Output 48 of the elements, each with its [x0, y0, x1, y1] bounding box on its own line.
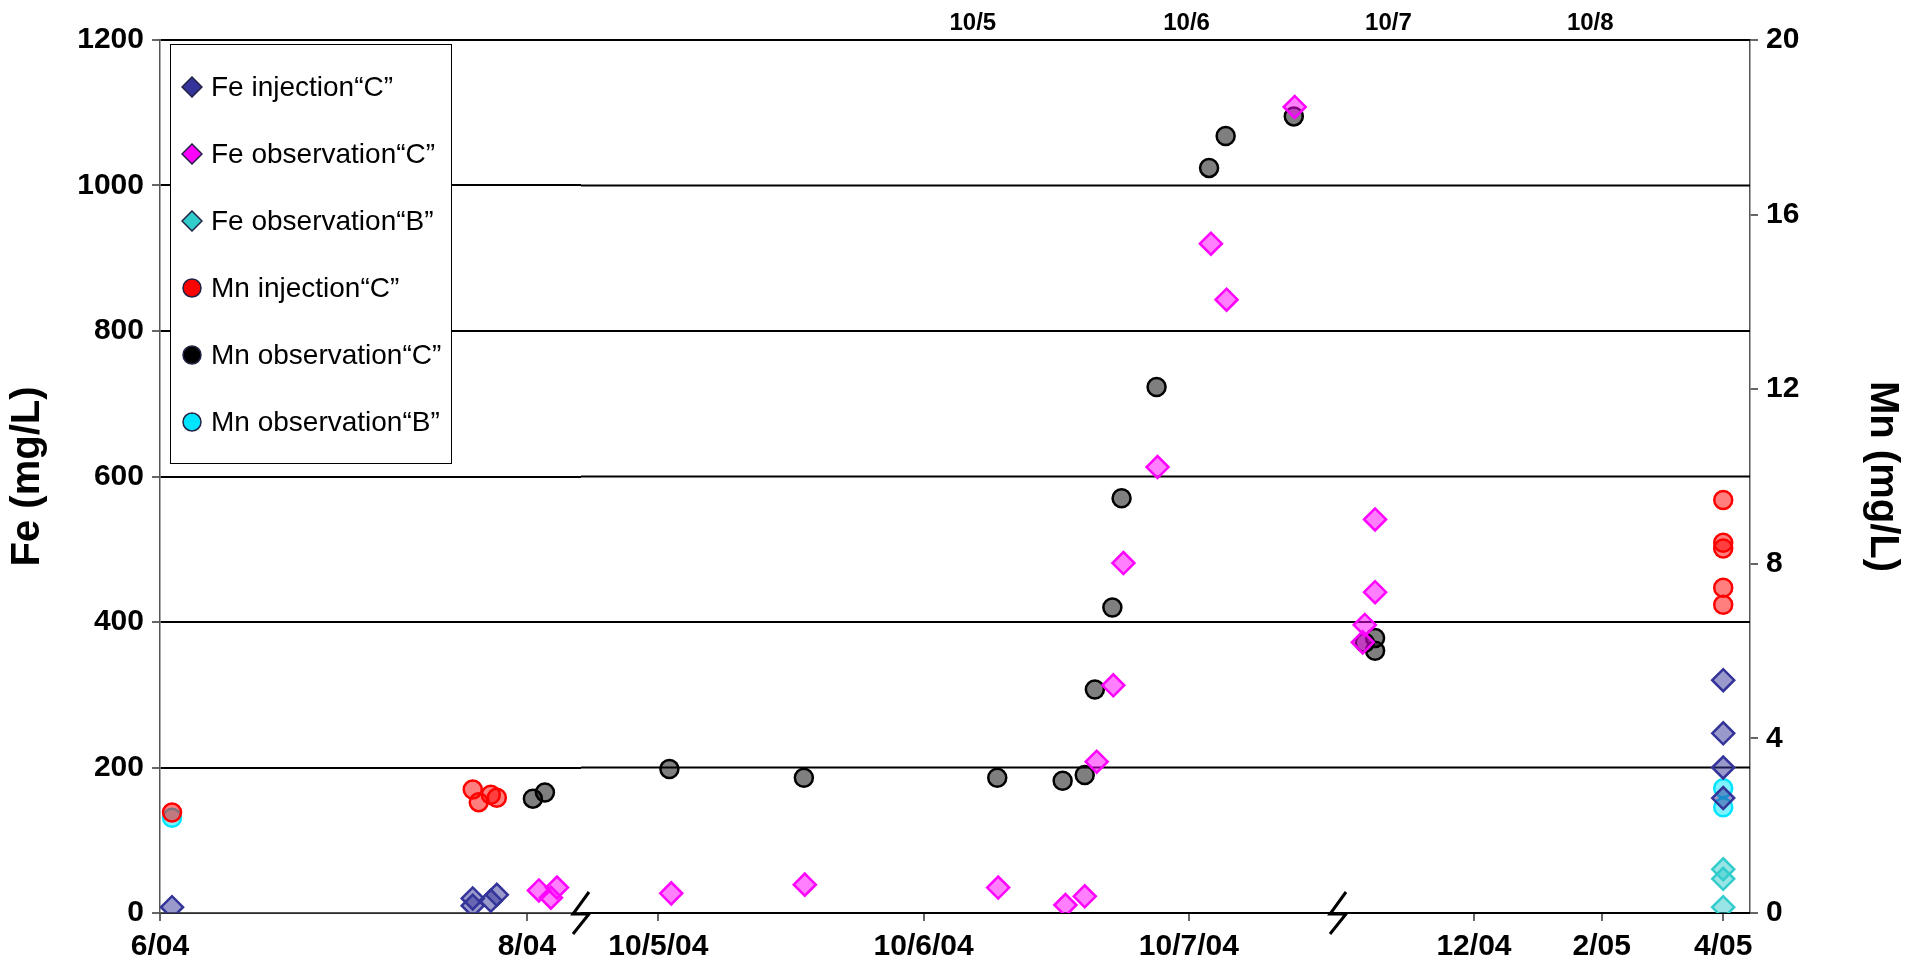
- point: [1710, 667, 1736, 693]
- point: [1710, 866, 1736, 892]
- point: [1362, 579, 1388, 605]
- x-tick-label: 8/04: [497, 928, 557, 962]
- x-tick-label: 12/04: [1436, 928, 1512, 962]
- y-tick-label: 1200: [77, 21, 144, 55]
- y2-tick-label: 12: [1766, 370, 1800, 404]
- legend-label: Fe observation“C”: [211, 137, 436, 170]
- x-tick-label: 4/05: [1694, 928, 1753, 962]
- y-tick-label: 400: [93, 603, 144, 637]
- y-axis-title: Fe (mg/L): [3, 386, 48, 567]
- point: [486, 787, 508, 809]
- y-tick-label: 600: [93, 457, 144, 491]
- point: [1710, 755, 1736, 780]
- x-tick-label: 6/04: [130, 928, 190, 962]
- y-tick-label: 200: [93, 748, 144, 782]
- x2-tick-label: 10/5: [949, 8, 997, 36]
- legend-label: Fe observation“B”: [211, 204, 434, 237]
- x2-tick-label: 10/6: [1163, 8, 1210, 36]
- y-tick-label: 800: [93, 312, 144, 346]
- x-tick-label: 10/5/04: [608, 928, 709, 962]
- y-tick-label: 1000: [77, 166, 144, 200]
- y2-tick-label: 0: [1766, 894, 1783, 928]
- x-tick-label: 2/05: [1572, 928, 1631, 962]
- legend-label: Mn observation“B”: [211, 405, 440, 438]
- point: [534, 782, 556, 803]
- point: [1710, 785, 1736, 811]
- x-tick-label: 10/7/04: [1138, 928, 1240, 962]
- legend-label: Mn observation“C”: [211, 338, 442, 371]
- y2-tick-label: 8: [1766, 545, 1783, 579]
- x2-tick-label: 10/7: [1365, 8, 1412, 36]
- y2-tick-label: 16: [1766, 195, 1800, 229]
- y-tick-label: 0: [127, 894, 144, 928]
- y2-axis-title: Mn (mg/L): [1862, 380, 1907, 573]
- point: [1712, 594, 1734, 616]
- x2-tick-label: 10/8: [1566, 8, 1614, 36]
- point: [1712, 489, 1734, 511]
- point: [1710, 721, 1736, 746]
- y2-tick-label: 20: [1766, 21, 1800, 55]
- point: [1362, 507, 1388, 532]
- point: [1712, 538, 1734, 559]
- y2-tick-label: 4: [1766, 719, 1783, 753]
- point: [161, 802, 183, 823]
- x-tick-label: 10/6/04: [873, 928, 974, 962]
- legend-label: Mn injection“C”: [211, 271, 400, 304]
- point: [1352, 612, 1378, 638]
- legend-label: Fe injection“C”: [211, 70, 394, 103]
- point: [1712, 577, 1734, 599]
